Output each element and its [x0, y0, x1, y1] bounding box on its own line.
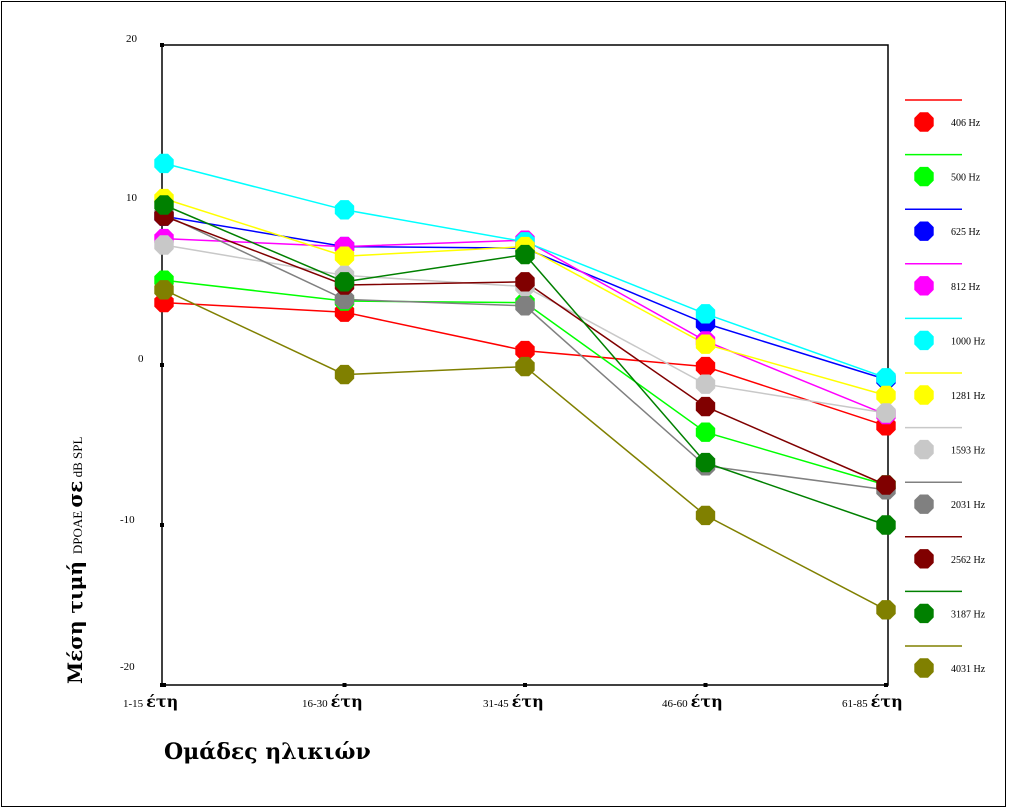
legend-marker — [914, 166, 934, 187]
y-tick-label: -10 — [120, 514, 135, 526]
legend-item: 1000 Hz — [905, 317, 986, 351]
x-axis: 1-15 έτη 16-30 έτη 31-45 έτη 46-60 έτη 61-85… — [123, 692, 903, 711]
data-point — [695, 452, 716, 473]
data-point — [876, 515, 896, 535]
data-point — [876, 600, 896, 620]
legend-item: 2562 Hz — [905, 536, 986, 569]
data-point — [515, 296, 535, 316]
data-point — [695, 356, 716, 377]
legend-label: 812 Hz — [951, 282, 981, 293]
x-tick-mark — [523, 683, 527, 687]
data-point — [515, 272, 535, 292]
legend-label: 4031 Hz — [951, 664, 986, 675]
legend-marker — [914, 494, 934, 514]
data-point — [515, 340, 535, 361]
legend-item: 3187 Hz — [905, 590, 986, 624]
y-tick-label: 20 — [126, 33, 138, 45]
data-point — [695, 505, 716, 526]
data-point — [334, 364, 355, 385]
legend-label: 1000 Hz — [951, 336, 986, 347]
legend-marker — [914, 385, 934, 405]
y-tick-label: -20 — [120, 661, 135, 673]
data-point — [876, 368, 896, 388]
legend-marker — [914, 439, 934, 460]
data-point — [154, 280, 174, 300]
legend-item: 1593 Hz — [905, 426, 986, 460]
data-point — [695, 422, 716, 442]
legend-marker — [914, 658, 934, 678]
x-tick-label: 61-85 έτη — [842, 692, 903, 711]
data-point — [695, 396, 716, 417]
legend-marker — [914, 603, 934, 624]
x-tick-label: 1-15 έτη — [123, 692, 178, 711]
data-point — [876, 475, 896, 495]
y-tick-mark — [160, 43, 164, 47]
data-point — [695, 304, 716, 324]
data-point — [154, 153, 174, 174]
x-tick-mark — [703, 683, 708, 687]
data-point — [154, 235, 174, 255]
data-point — [695, 374, 716, 394]
legend-item: 625 Hz — [905, 208, 981, 241]
legend-item: 812 Hz — [905, 263, 981, 296]
data-point — [515, 356, 535, 377]
series-layer — [154, 153, 896, 620]
legend-label: 625 Hz — [951, 227, 981, 238]
x-tick-mark — [342, 683, 347, 687]
data-point — [515, 244, 535, 265]
x-tick-mark — [162, 683, 166, 687]
x-tick-mark — [884, 683, 888, 687]
data-point — [876, 385, 896, 406]
legend-item: 1281 Hz — [905, 372, 986, 405]
data-point — [695, 334, 716, 354]
legend-item: 406 Hz — [905, 99, 981, 132]
y-tick-mark — [160, 523, 164, 527]
legend-marker — [914, 330, 934, 351]
legend-label: 1281 Hz — [951, 391, 986, 402]
legend-label: 2031 Hz — [951, 500, 986, 511]
legend-marker — [914, 276, 934, 296]
legend: 406 Hz 500 Hz 625 Hz 812 Hz 1000 Hz 1281 Hz 15… — [905, 99, 986, 678]
y-axis-title: Μέση τιμή DPOAE σε dB SPL — [63, 437, 87, 684]
x-axis-title: Ομάδες ηλικιών — [164, 739, 371, 765]
legend-item: 500 Hz — [905, 153, 981, 187]
y-axis: 20 10 0 -10 -20 — [120, 33, 144, 673]
series-markers — [154, 195, 896, 535]
data-point — [334, 200, 355, 220]
y-tick-label: 10 — [126, 192, 138, 204]
x-tick-label: 16-30 έτη — [302, 692, 363, 711]
legend-label: 2562 Hz — [951, 555, 986, 566]
x-tick-label: 46-60 έτη — [662, 692, 723, 711]
data-point — [154, 195, 174, 215]
data-point — [334, 272, 355, 292]
data-point — [876, 403, 896, 423]
legend-label: 406 Hz — [951, 118, 981, 129]
data-point — [334, 246, 355, 266]
legend-label: 500 Hz — [951, 173, 981, 184]
legend-item: 4031 Hz — [905, 645, 986, 678]
legend-marker — [914, 112, 934, 132]
legend-item: 2031 Hz — [905, 481, 986, 514]
x-tick-label: 31-45 έτη — [483, 692, 544, 711]
legend-label: 1593 Hz — [951, 446, 986, 457]
series-markers — [154, 280, 896, 620]
legend-marker — [914, 221, 934, 241]
data-point — [334, 289, 355, 310]
y-tick-mark — [160, 363, 164, 367]
legend-marker — [914, 549, 934, 569]
legend-label: 3187 Hz — [951, 609, 986, 620]
y-tick-label: 0 — [138, 353, 144, 365]
